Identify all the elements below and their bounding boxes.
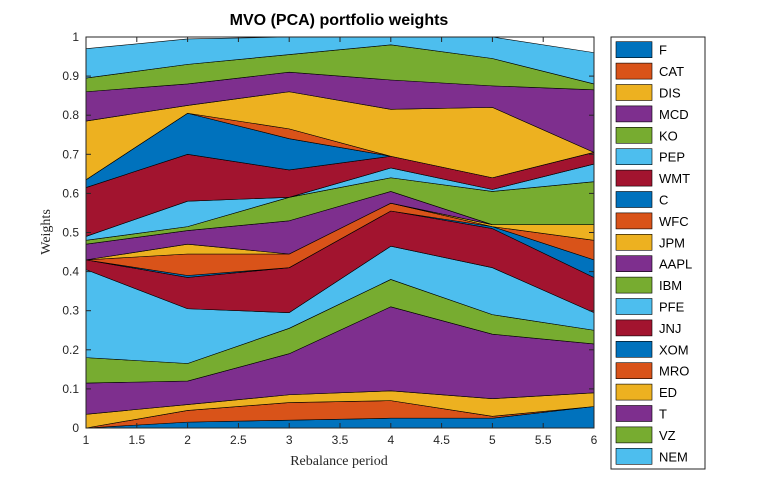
legend-label: MRO xyxy=(659,364,689,379)
legend-label: VZ xyxy=(659,428,676,443)
legend-label: CAT xyxy=(659,64,684,79)
y-tick-label: 0 xyxy=(72,421,79,435)
legend-swatch xyxy=(615,105,653,123)
legend-swatch xyxy=(615,362,653,380)
legend-item-f: F xyxy=(615,41,667,59)
legend-item-mcd: MCD xyxy=(615,105,689,123)
legend-swatch xyxy=(615,447,653,465)
legend-label: WFC xyxy=(659,214,689,229)
x-tick-label: 3.5 xyxy=(332,433,349,447)
legend-label: T xyxy=(659,407,667,422)
x-tick-label: 2.5 xyxy=(230,433,247,447)
legend-label: JNJ xyxy=(659,321,681,336)
x-tick-label: 5 xyxy=(489,433,496,447)
legend-swatch xyxy=(615,148,653,165)
legend-label: F xyxy=(659,43,667,58)
legend-item-aapl: AAPL xyxy=(615,255,692,272)
x-tick-label: 1 xyxy=(83,433,90,447)
x-tick-label: 4.5 xyxy=(433,433,450,447)
legend: F CAT DIS MCD KO PEP WMT C WFC JPM AAPL IBM PFE JNJ XO… xyxy=(610,36,706,470)
x-tick-label: 3 xyxy=(286,433,293,447)
plot-area xyxy=(85,36,595,429)
x-tick-label: 1.5 xyxy=(128,433,145,447)
y-tick-label: 0.2 xyxy=(62,343,79,357)
x-axis: 1 1.5 2 2.5 3 3.5 4 4.5 5 5.5 6 xyxy=(83,37,598,447)
y-tick-label: 0.6 xyxy=(62,186,79,200)
y-axis-label: Weights xyxy=(39,209,54,255)
legend-label: PEP xyxy=(659,150,685,165)
legend-swatch xyxy=(615,41,653,59)
y-tick-label: 0.9 xyxy=(62,69,79,83)
legend-item-cat: CAT xyxy=(615,62,684,80)
legend-swatch xyxy=(615,383,653,401)
x-tick-label: 5.5 xyxy=(535,433,552,447)
legend-item-ko: KO xyxy=(615,127,678,144)
x-tick-label: 4 xyxy=(387,433,394,447)
legend-swatch xyxy=(615,276,653,294)
legend-label: NEM xyxy=(659,449,688,464)
legend-label: WMT xyxy=(659,171,690,186)
legend-item-jnj: JNJ xyxy=(615,319,681,337)
y-tick-label: 0.3 xyxy=(62,304,79,318)
legend-item-dis: DIS xyxy=(615,84,681,101)
legend-item-c: C xyxy=(615,191,668,208)
legend-swatch xyxy=(615,234,653,251)
legend-label: AAPL xyxy=(659,257,692,272)
legend-item-nem: NEM xyxy=(615,447,688,465)
legend-label: C xyxy=(659,193,668,208)
legend-swatch xyxy=(615,340,653,358)
legend-label: DIS xyxy=(659,86,681,101)
legend-swatch xyxy=(615,255,653,272)
legend-label: PFE xyxy=(659,300,685,315)
legend-swatch xyxy=(615,127,653,144)
legend-swatch xyxy=(615,212,653,230)
chart-title: MVO (PCA) portfolio weights xyxy=(230,12,449,29)
legend-label: ED xyxy=(659,385,677,400)
legend-item-wmt: WMT xyxy=(615,169,690,187)
legend-box xyxy=(610,36,706,470)
legend-item-t: T xyxy=(615,405,667,422)
legend-swatch xyxy=(615,319,653,337)
legend-label: XOM xyxy=(659,342,689,357)
y-tick-label: 0.8 xyxy=(62,108,79,122)
x-tick-label: 2 xyxy=(184,433,191,447)
legend-item-pfe: PFE xyxy=(615,298,685,315)
y-tick-label: 0.4 xyxy=(62,265,79,279)
legend-label: KO xyxy=(659,128,678,143)
legend-swatch xyxy=(615,405,653,422)
y-tick-label: 0.5 xyxy=(62,226,79,240)
x-tick-label: 6 xyxy=(591,433,598,447)
legend-item-ed: ED xyxy=(615,383,677,401)
legend-item-ibm: IBM xyxy=(615,276,682,294)
legend-item-wfc: WFC xyxy=(615,212,689,230)
legend-swatch xyxy=(615,62,653,80)
legend-swatch xyxy=(615,426,653,444)
legend-item-pep: PEP xyxy=(615,148,685,165)
y-tick-label: 0.1 xyxy=(62,382,79,396)
legend-swatch xyxy=(615,191,653,208)
y-tick-label: 0.7 xyxy=(62,147,79,161)
x-axis-label: Rebalance period xyxy=(290,454,388,469)
legend-item-mro: MRO xyxy=(615,362,689,380)
legend-swatch xyxy=(615,298,653,315)
legend-item-vz: VZ xyxy=(615,426,676,444)
y-axis: 0 0.1 0.2 0.3 0.4 0.5 0.6 0.7 0.8 0.9 1 xyxy=(62,30,594,435)
legend-item-jpm: JPM xyxy=(615,234,685,251)
y-tick-label: 1 xyxy=(72,30,79,44)
legend-label: MCD xyxy=(659,107,689,122)
legend-label: JPM xyxy=(659,235,685,250)
legend-swatch xyxy=(615,169,653,187)
legend-item-xom: XOM xyxy=(615,340,689,358)
legend-label: IBM xyxy=(659,278,682,293)
legend-swatch xyxy=(615,84,653,101)
